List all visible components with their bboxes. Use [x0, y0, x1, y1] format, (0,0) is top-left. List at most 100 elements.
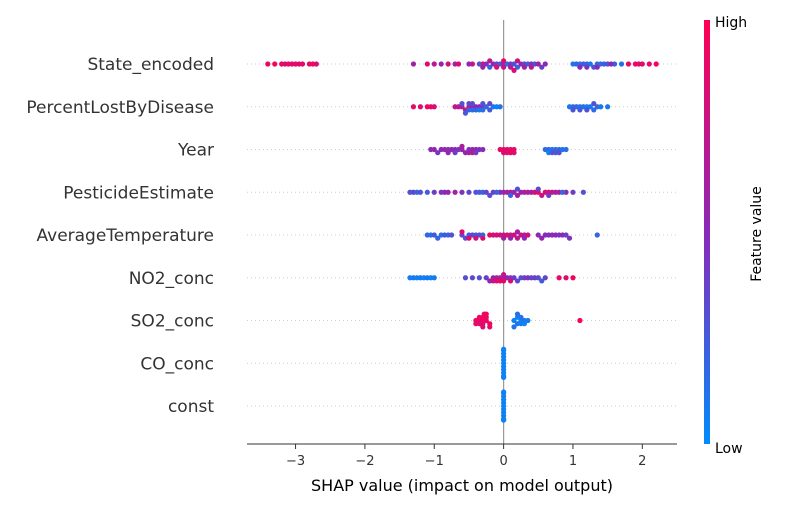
shap-point	[265, 61, 271, 67]
shap-point	[452, 189, 458, 195]
shap-point	[483, 275, 489, 281]
shap-point	[501, 58, 507, 64]
shap-point	[539, 235, 545, 241]
shap-point	[480, 324, 486, 330]
shap-point	[501, 235, 507, 241]
shap-point	[469, 61, 476, 67]
shap-point	[483, 189, 489, 195]
shap-point	[469, 275, 476, 281]
shap-point	[462, 275, 469, 281]
shap-point	[514, 229, 521, 235]
shap-point	[487, 192, 493, 199]
shap-point	[521, 321, 528, 327]
shap-point	[563, 232, 569, 238]
feature-rows: State_encoded PercentLostByDisease Year Pes…	[26, 55, 677, 417]
shap-point	[501, 271, 507, 278]
shap-point	[476, 61, 482, 67]
shap-point	[511, 61, 517, 67]
shap-point	[539, 278, 545, 284]
shap-point	[556, 150, 562, 156]
shap-point	[445, 61, 451, 67]
shap-point	[462, 110, 469, 116]
shap-point	[435, 235, 441, 241]
shap-point	[584, 64, 590, 70]
shap-point	[570, 189, 576, 195]
shap-point	[525, 232, 531, 238]
feature-label: PercentLostByDisease	[26, 98, 214, 118]
shap-point	[473, 235, 479, 241]
feature-label: State_encoded	[87, 55, 214, 75]
shap-point	[542, 61, 548, 67]
shap-point	[487, 324, 493, 330]
shap-point	[507, 64, 514, 70]
feature-label: const	[168, 397, 214, 417]
shap-point	[587, 104, 593, 110]
colorbar-title: Feature value	[749, 186, 765, 282]
shap-point	[431, 189, 437, 195]
shap-point	[539, 192, 545, 199]
shap-point	[483, 104, 489, 110]
shap-point	[501, 374, 507, 380]
shap-point	[507, 235, 514, 241]
shap-point	[511, 317, 517, 324]
shap-point	[514, 64, 521, 70]
shap-point	[608, 61, 614, 67]
shap-point	[476, 314, 482, 320]
shap-point	[417, 189, 423, 195]
shap-point	[410, 104, 417, 110]
shap-point	[487, 58, 493, 64]
shap-point	[521, 64, 528, 70]
shap-point	[459, 143, 465, 149]
shap-points	[265, 58, 659, 423]
shap-point	[424, 61, 430, 67]
colorbar-gradient	[704, 20, 710, 444]
feature-label: PesticideEstimate	[63, 183, 214, 203]
shap-point	[521, 235, 528, 241]
shap-point	[455, 61, 462, 67]
shap-point	[272, 61, 278, 67]
shap-point	[501, 64, 507, 70]
shap-point	[480, 100, 486, 107]
shap-point	[417, 104, 423, 110]
shap-point	[584, 107, 590, 113]
shap-point	[431, 232, 437, 238]
shap-point	[511, 150, 517, 156]
shap-point	[570, 275, 576, 281]
shap-point	[459, 189, 465, 195]
shap-point	[563, 275, 569, 281]
shap-point	[646, 61, 652, 67]
shap-point	[577, 107, 583, 113]
shap-point	[514, 235, 521, 241]
shap-point	[511, 275, 517, 281]
shap-point	[591, 100, 597, 107]
feature-label: AverageTemperature	[37, 226, 215, 246]
shap-point	[577, 317, 583, 324]
shap-point	[448, 232, 455, 238]
shap-point	[459, 100, 465, 107]
shap-point	[514, 58, 521, 64]
shap-point	[466, 235, 472, 241]
feature-label: Year	[177, 141, 214, 161]
colorbar-high-label: High	[715, 15, 747, 31]
x-tick-label: −1	[425, 454, 444, 469]
shap-point	[594, 64, 600, 70]
shap-point	[535, 61, 541, 67]
shap-point	[480, 235, 486, 241]
shap-point	[438, 61, 444, 67]
shap-point	[431, 104, 437, 110]
shap-point	[580, 189, 586, 195]
x-tick-label: −2	[355, 454, 374, 469]
shap-point	[507, 278, 514, 284]
shap-point	[501, 346, 507, 352]
shap-point	[556, 275, 562, 281]
shap-point	[487, 100, 493, 107]
shap-point	[514, 186, 521, 192]
feature-label: NO2_conc	[129, 269, 214, 289]
shap-point	[570, 107, 576, 113]
shap-point	[424, 189, 430, 195]
shap-point	[605, 104, 611, 110]
shap-point	[476, 275, 482, 281]
shap-point	[511, 324, 517, 330]
shap-point	[563, 146, 569, 153]
